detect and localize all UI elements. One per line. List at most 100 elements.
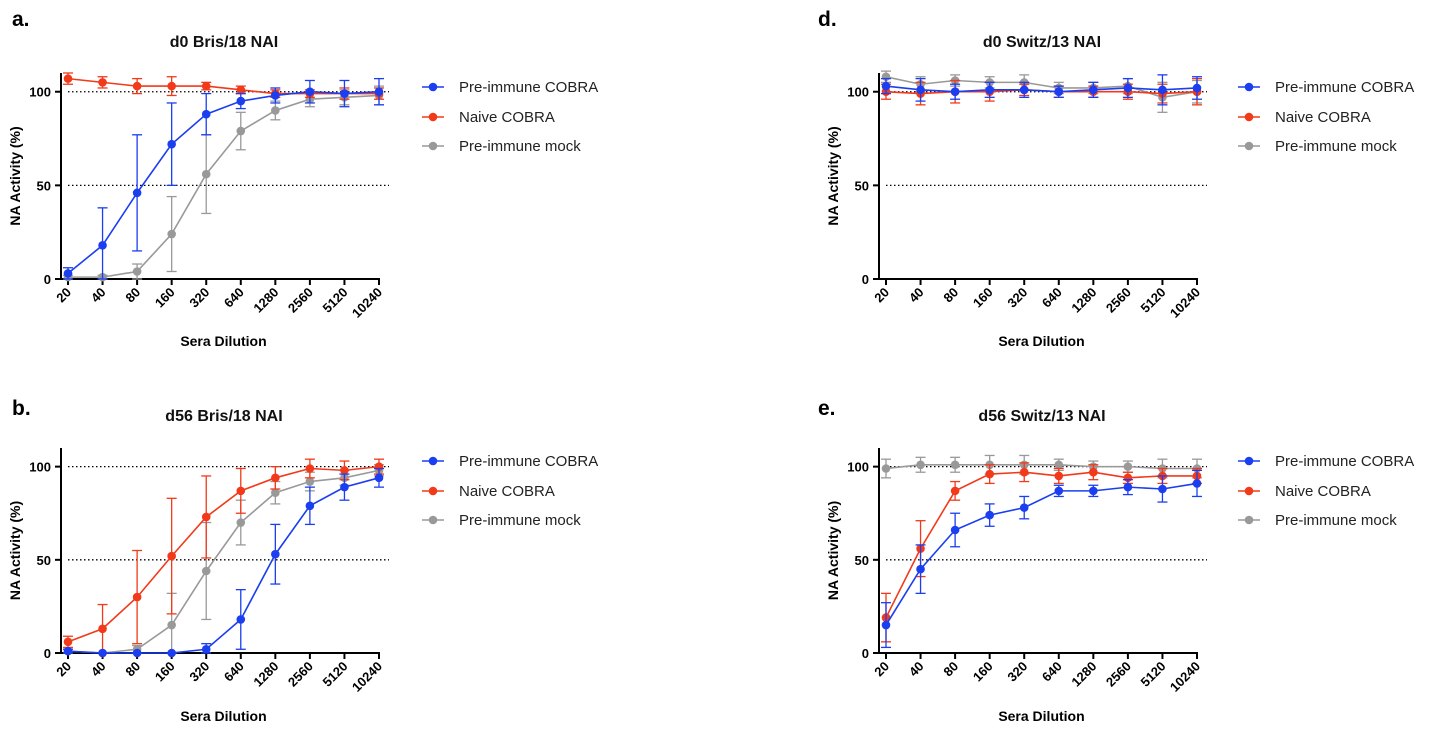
data-point [1054,471,1064,481]
data-point [985,85,994,95]
series-line [68,94,380,278]
x-tick-label: 1280 [250,285,281,316]
x-tick-label: 10240 [1167,659,1203,695]
x-axis-label: Sera Dilution [998,708,1084,724]
x-tick-label: 10240 [349,659,385,695]
data-point [167,81,176,91]
data-point [881,464,891,473]
legend-label: Pre-immune mock [1275,512,1397,529]
data-point [374,87,384,97]
x-tick-label: 160 [970,659,996,685]
data-point [1089,467,1098,477]
y-axis-label: NA Activity (%) [825,501,841,600]
data-point [167,551,176,561]
legend-swatch-marker [1244,486,1254,496]
panel-letter: b. [12,397,31,420]
data-point [305,501,315,511]
data-point [201,644,211,654]
data-point [916,85,925,95]
y-axis-label: NA Activity (%) [7,501,23,600]
data-point [201,81,211,91]
legend-swatch-marker [1244,82,1254,92]
legend-swatch-marker [428,82,438,92]
x-tick-label: 80 [940,659,961,680]
series-pre-immune-cobra [63,77,384,280]
panel-letter: d. [818,8,837,31]
data-point [1123,462,1133,471]
data-point [167,648,176,658]
data-point [1054,486,1064,496]
chart-panel-1: b. d56 Bris/18 NAI 0 50 100 20 40 80 160 320 640 12… [7,397,598,724]
data-point [1019,467,1029,477]
data-point [201,109,211,119]
legend-label: Naive COBRA [459,483,555,500]
y-tick-label: 100 [29,460,51,475]
data-point [271,91,280,100]
legend-swatch-marker [428,486,438,496]
data-point [201,566,211,576]
data-point [1192,479,1202,488]
data-point [271,488,280,498]
chart-title: d0 Switz/13 NAI [983,34,1101,51]
data-point [1019,503,1029,512]
data-point [63,637,73,647]
y-tick-label: 50 [855,553,869,568]
x-tick-label: 320 [186,659,212,685]
chart-panel-2: d. d0 Switz/13 NAI 0 50 100 20 40 80 160 320 640 12… [818,8,1414,349]
legend-label: Pre-immune mock [459,138,581,155]
data-point [340,89,349,98]
legend-entry: Pre-immune COBRA [422,79,598,96]
legend-swatch-marker [428,141,438,151]
series-line [67,477,380,654]
series-line [885,471,1197,618]
data-point [63,269,73,278]
data-point [132,188,142,198]
x-tick-label: 640 [221,659,247,685]
legend-swatch-marker [428,515,438,525]
x-tick-label: 160 [152,659,178,685]
legend-entry: Pre-immune mock [1238,138,1397,155]
x-tick-label: 80 [122,659,143,680]
series-naive-cobra [63,72,384,100]
data-point [236,615,246,624]
y-tick-label: 0 [862,646,869,661]
y-tick-label: 0 [862,272,869,287]
x-tick-label: 40 [88,659,109,680]
legend-entry: Pre-immune mock [422,138,581,155]
legend-label: Naive COBRA [1275,109,1371,126]
series-naive-cobra [881,462,1202,643]
data-point [201,169,211,179]
data-point [201,512,211,522]
panel-letter: a. [12,8,30,31]
legend-entry: Pre-immune COBRA [1238,79,1414,96]
series-pre-immune-mock [63,464,384,658]
chart-title: d56 Switz/13 NAI [978,408,1105,425]
x-tick-label: 40 [906,285,927,306]
data-point [167,229,176,239]
legend-label: Pre-immune COBRA [1275,79,1414,96]
legend-entry: Naive COBRA [422,109,555,126]
x-tick-label: 5120 [1138,659,1169,690]
x-tick-label: 1280 [1068,285,1099,316]
legend-entry: Naive COBRA [1238,109,1371,126]
data-point [916,460,925,470]
legend-swatch-marker [1244,141,1254,151]
x-tick-label: 160 [970,285,996,311]
data-point [132,592,142,602]
x-tick-label: 640 [1039,285,1065,311]
data-point [1019,85,1029,95]
y-axis-label: NA Activity (%) [825,126,841,225]
series-pre-immune-mock [63,85,384,282]
series-line [67,469,380,654]
legend-label: Pre-immune COBRA [459,79,598,96]
chart-panel-0: a. d0 Bris/18 NAI 0 50 100 20 40 80 160 320 640 128… [7,8,598,349]
panel-letter: e. [818,397,836,420]
x-tick-label: 640 [1039,659,1065,685]
data-point [374,473,384,483]
data-point [1089,85,1098,95]
y-tick-label: 0 [44,646,51,661]
chart-title: d56 Bris/18 NAI [165,408,282,425]
legend-entry: Pre-immune COBRA [1238,453,1414,470]
data-point [1192,83,1202,93]
data-point [950,525,960,535]
